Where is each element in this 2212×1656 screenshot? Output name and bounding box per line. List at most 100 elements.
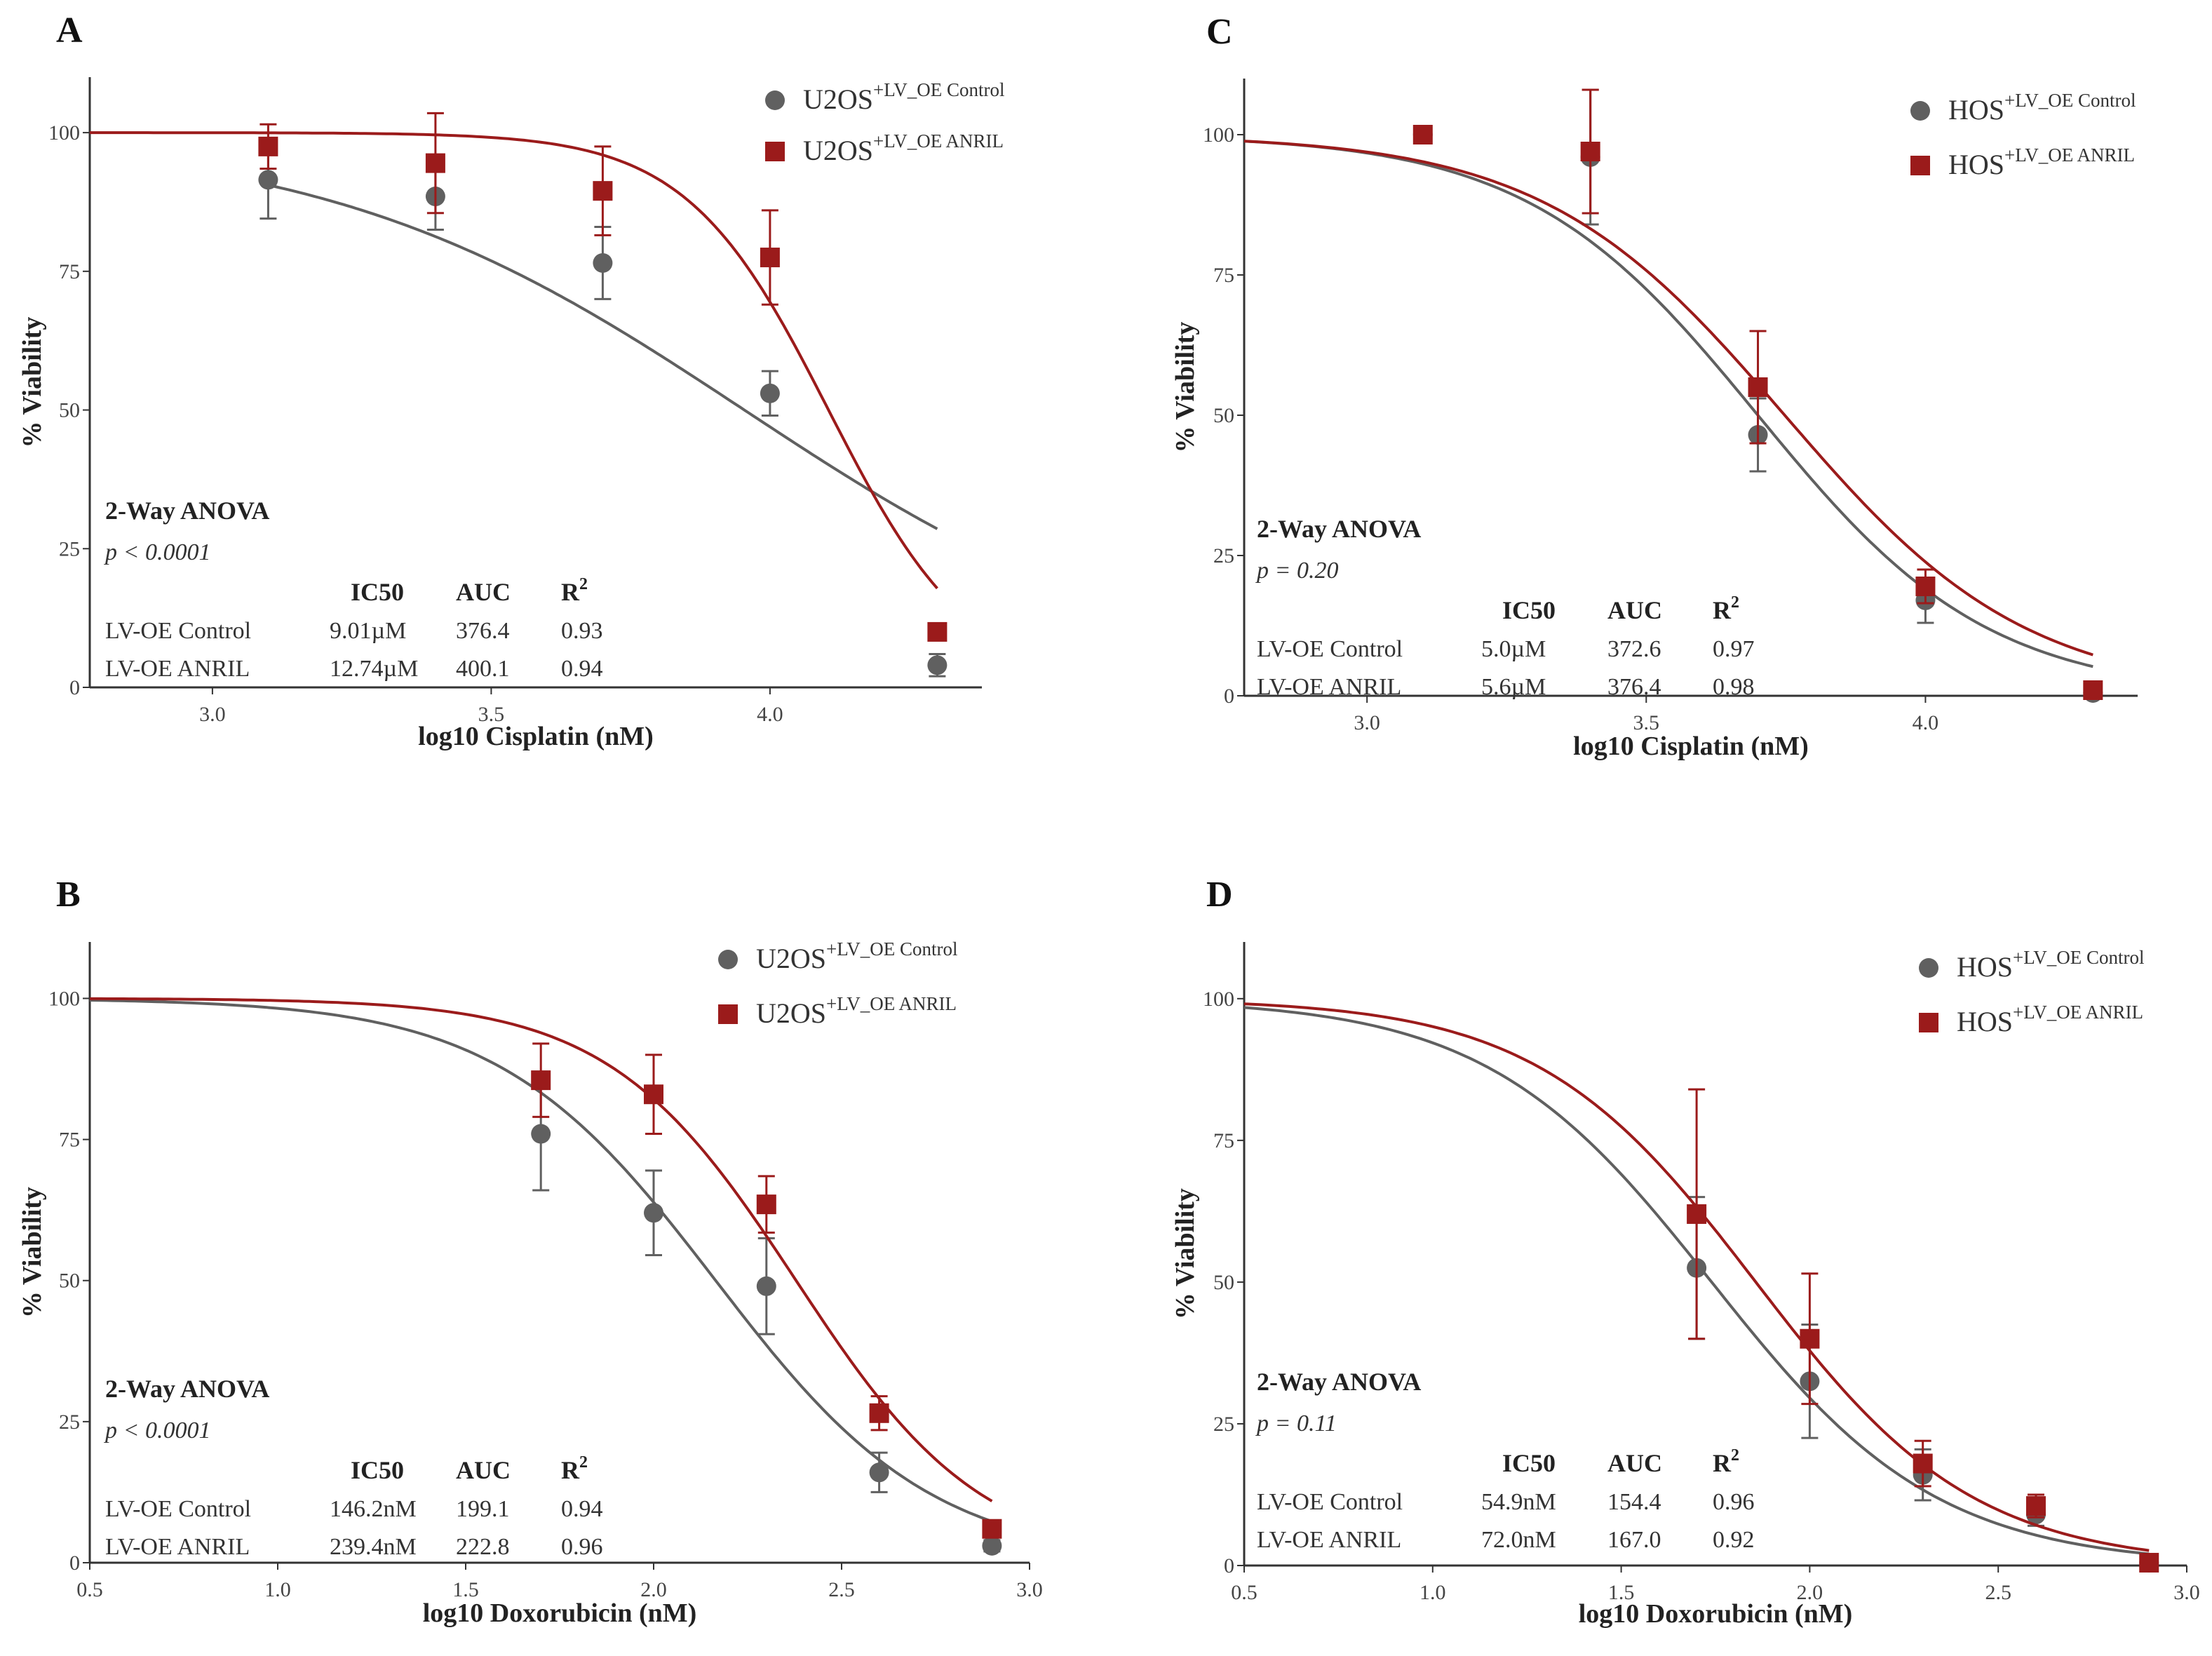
- stats-header-sup: 2: [1731, 1446, 1739, 1465]
- stats-header-r2: R2: [561, 575, 588, 606]
- y-tick-label: 100: [1203, 988, 1234, 1011]
- y-tick-label: 50: [59, 399, 80, 422]
- stats-row-r2: 0.92: [1713, 1527, 1755, 1553]
- legend-label-sup: +LV_OE ANRIL: [826, 993, 957, 1014]
- y-tick-label: 0: [69, 676, 80, 699]
- stats-row-label: LV-OE Control: [105, 1496, 251, 1522]
- stats-row-label: LV-OE ANRIL: [1257, 674, 1401, 700]
- stats-row-r2: 0.94: [561, 1496, 603, 1522]
- data-point-anril: [756, 1194, 776, 1215]
- legend-label-base: U2OS: [803, 135, 873, 166]
- stats-row-auc: 154.4: [1607, 1489, 1661, 1515]
- legend-marker-control: [718, 950, 738, 969]
- stats-header-auc: AUC: [1607, 596, 1662, 624]
- stats-header-auc: AUC: [1607, 1449, 1662, 1477]
- data-point-control: [927, 655, 947, 675]
- stats-title: 2-Way ANOVA: [1257, 1368, 1421, 1396]
- y-tick-label: 25: [59, 537, 80, 560]
- panel-letter: B: [56, 875, 81, 915]
- stats-header-r: R: [561, 1456, 580, 1484]
- legend-label-sup: +LV_OE Control: [2004, 90, 2136, 111]
- stats-row-label: LV-OE ANRIL: [1257, 1527, 1401, 1553]
- legend-marker-anril: [1919, 1013, 1938, 1032]
- x-axis-title: log10 Doxorubicin (nM): [423, 1598, 697, 1628]
- y-tick-label: 50: [59, 1270, 80, 1293]
- x-tick-label: 3.0: [1016, 1578, 1043, 1601]
- y-tick-label: 0: [69, 1551, 80, 1575]
- stats-row-label: LV-OE ANRIL: [105, 1534, 250, 1560]
- y-tick-label: 100: [48, 121, 80, 144]
- stats-header-r2: R2: [1713, 1446, 1739, 1477]
- stats-header-ic50: IC50: [351, 1456, 404, 1484]
- y-tick-label: 75: [1213, 1129, 1234, 1152]
- panel-b: B 0 25 50 75 100 0.5 1.0 1.5 2.0 2.5 3.0 log10 Doxor…: [18, 875, 1043, 1628]
- legend-label: HOS+LV_OE Control: [1948, 90, 2136, 126]
- stats-header-ic50: IC50: [1502, 1449, 1556, 1477]
- x-tick-label: 2.5: [828, 1578, 855, 1601]
- legend-label: U2OS+LV_OE Control: [803, 79, 1005, 115]
- x-tick-label: 2.0: [1797, 1581, 1823, 1604]
- x-tick-label: 4.0: [1913, 711, 1939, 734]
- stats-row-r2: 0.93: [561, 618, 603, 644]
- data-point-anril: [425, 153, 445, 173]
- stats-row-auc: 376.4: [1607, 674, 1661, 700]
- legend-marker-control: [1919, 958, 1938, 978]
- stats-row-label: LV-OE ANRIL: [105, 656, 250, 682]
- y-tick-label: 100: [48, 987, 80, 1010]
- data-point-anril: [1913, 1453, 1933, 1474]
- data-point-anril: [593, 181, 613, 201]
- stats-p-value: p < 0.0001: [104, 1418, 210, 1443]
- legend-label: U2OS+LV_OE ANRIL: [803, 130, 1004, 166]
- stats-title: 2-Way ANOVA: [1257, 515, 1421, 543]
- data-point-control: [644, 1203, 663, 1223]
- y-tick-label: 75: [1213, 264, 1234, 287]
- legend-label: U2OS+LV_OE Control: [756, 938, 958, 974]
- panel-letter: A: [56, 11, 83, 51]
- y-tick-label: 50: [1213, 1271, 1234, 1294]
- fit-curve-anril: [90, 131, 938, 590]
- stats-header-r: R: [561, 578, 580, 606]
- stats-header-r2: R2: [1713, 593, 1739, 624]
- stats-row-ic50: 54.9nM: [1481, 1489, 1556, 1515]
- x-tick-label: 0.5: [1231, 1581, 1257, 1604]
- stats-row-r2: 0.96: [561, 1534, 603, 1560]
- stats-header-ic50: IC50: [351, 578, 404, 606]
- panel-letter: D: [1206, 875, 1233, 915]
- x-axis-title: log10 Cisplatin (nM): [1573, 732, 1809, 761]
- data-point-anril: [869, 1403, 889, 1423]
- data-point-control: [258, 170, 278, 190]
- stats-row-auc: 167.0: [1607, 1527, 1661, 1553]
- stats-title: 2-Way ANOVA: [105, 497, 269, 525]
- panel-d: D 0 25 50 75 100 0.5 1.0 1.5 2.0 2.5 3.0 log10 Doxor…: [1171, 875, 2200, 1629]
- x-tick-label: 3.0: [2173, 1581, 2200, 1604]
- y-axis-title: % Viability: [18, 317, 47, 448]
- stats-row-ic50: 5.0µM: [1481, 636, 1546, 662]
- y-tick-label: 25: [1213, 1413, 1234, 1436]
- x-tick-label: 3.5: [1633, 711, 1660, 734]
- stats-row-r2: 0.94: [561, 656, 603, 682]
- data-point-anril: [258, 136, 278, 156]
- y-tick-label: 25: [59, 1411, 80, 1434]
- x-tick-label: 4.0: [757, 703, 783, 726]
- stats-row-label: LV-OE Control: [105, 618, 251, 644]
- legend-marker-anril: [718, 1004, 738, 1024]
- stats-header-r2: R2: [561, 1453, 588, 1484]
- x-tick-label: 1.0: [1419, 1581, 1446, 1604]
- data-point-anril: [927, 621, 947, 642]
- panel-c: C 0 25 50 75 100 3.0 3.5 4.0 log10 Cisplatin (nM)…: [1171, 12, 2138, 761]
- x-axis-title: log10 Cisplatin (nM): [418, 722, 654, 751]
- stats-row-r2: 0.98: [1713, 674, 1755, 700]
- data-point-anril: [531, 1070, 551, 1091]
- legend-label: U2OS+LV_OE ANRIL: [756, 993, 957, 1029]
- data-point-anril: [2025, 1496, 2046, 1516]
- x-tick-label: 3.0: [199, 703, 226, 726]
- stats-row-auc: 199.1: [456, 1496, 510, 1522]
- legend-label-sup: +LV_OE ANRIL: [2013, 1002, 2143, 1023]
- data-point-control: [756, 1276, 776, 1296]
- legend-label: HOS+LV_OE ANRIL: [1948, 144, 2135, 180]
- legend-marker-anril: [1910, 156, 1930, 175]
- y-axis-title: % Viability: [18, 1187, 47, 1318]
- stats-row-ic50: 72.0nM: [1481, 1527, 1556, 1553]
- legend-label: HOS+LV_OE ANRIL: [1957, 1002, 2143, 1037]
- legend-label-sup: +LV_OE Control: [2013, 947, 2144, 968]
